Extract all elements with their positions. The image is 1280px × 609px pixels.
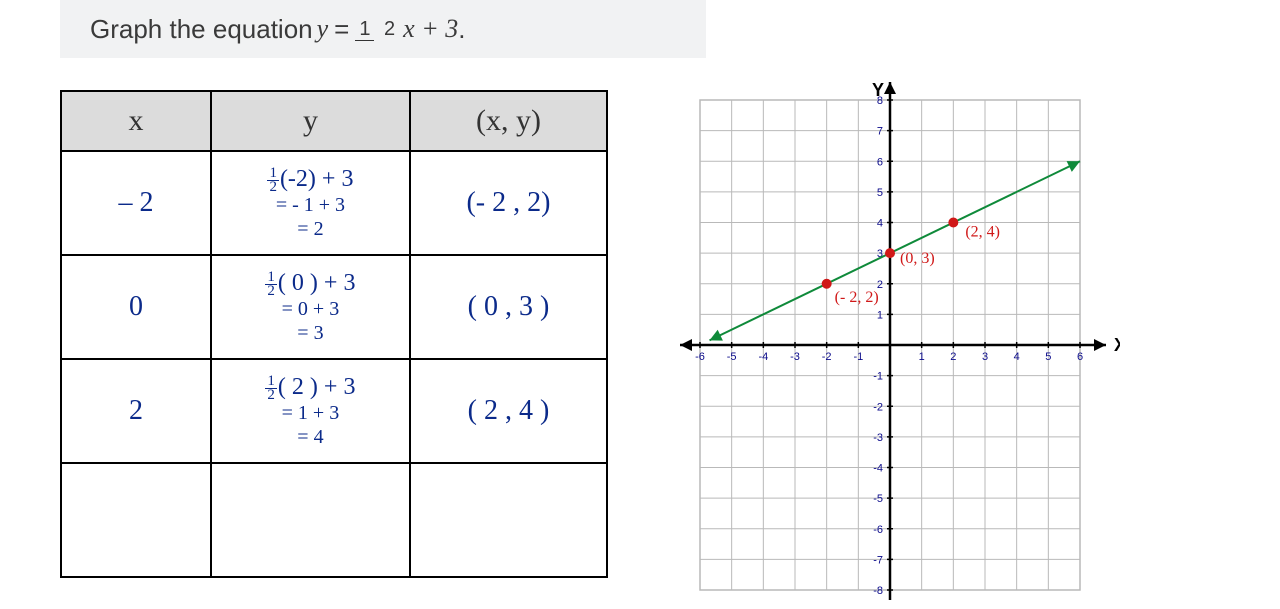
empty-cell [211,463,410,577]
svg-text:-4: -4 [873,463,883,475]
equals-sign: = [334,14,349,45]
svg-text:3: 3 [982,351,988,363]
svg-text:-5: -5 [873,493,883,505]
values-table: x y (x, y) – 212(-2) + 3= - 1 + 3= 2(- 2… [60,90,608,578]
fraction-half: 1 2 [355,19,399,39]
empty-cell [410,463,607,577]
svg-text:5: 5 [877,187,883,199]
svg-text:-2: -2 [873,401,883,413]
prompt-title: Graph the equation y = 1 2 x + 3 . [60,0,706,58]
svg-text:6: 6 [1077,351,1083,363]
equation-tail: x + 3 [403,14,458,44]
cell-y-work: 12( 2 ) + 3= 1 + 3= 4 [211,359,410,463]
cell-xy: ( 0 , 3 ) [410,255,607,359]
table-row-empty [61,463,607,577]
header-xy: (x, y) [410,91,607,151]
svg-text:-1: -1 [873,371,883,383]
svg-text:2: 2 [950,351,956,363]
cell-xy: ( 2 , 4 ) [410,359,607,463]
svg-text:7: 7 [877,126,883,138]
graph-svg: -6-5-4-3-2-1123456-8-7-6-5-4-3-2-1123456… [660,70,1120,604]
svg-text:(0, 3): (0, 3) [900,250,935,267]
cell-x: 2 [61,359,211,463]
empty-cell [61,463,211,577]
svg-text:6: 6 [877,156,883,168]
svg-text:-4: -4 [758,351,768,363]
svg-text:-6: -6 [695,351,705,363]
svg-text:4: 4 [1014,351,1020,363]
svg-text:-6: -6 [873,524,883,536]
svg-text:1: 1 [877,309,883,321]
equation-lhs: y [317,14,329,44]
fraction-numerator: 1 [355,18,374,41]
cell-y-work: 12(-2) + 3= - 1 + 3= 2 [211,151,410,255]
table-row: – 212(-2) + 3= - 1 + 3= 2(- 2 , 2) [61,151,607,255]
svg-text:Y: Y [872,80,884,100]
svg-text:-5: -5 [727,351,737,363]
svg-text:(2, 4): (2, 4) [965,224,1000,241]
table-row: 012( 0 ) + 3= 0 + 3= 3( 0 , 3 ) [61,255,607,359]
svg-text:-8: -8 [873,585,883,597]
fraction-denominator: 2 [380,18,399,40]
table-row: 212( 2 ) + 3= 1 + 3= 4( 2 , 4 ) [61,359,607,463]
cell-y-work: 12( 0 ) + 3= 0 + 3= 3 [211,255,410,359]
header-y: y [211,91,410,151]
svg-text:4: 4 [877,218,883,230]
svg-text:5: 5 [1045,351,1051,363]
svg-text:X: X [1114,335,1120,355]
svg-text:-3: -3 [873,432,883,444]
title-text: Graph the equation [90,14,313,45]
cell-xy: (- 2 , 2) [410,151,607,255]
svg-text:1: 1 [919,351,925,363]
svg-text:(- 2, 2): (- 2, 2) [835,289,879,306]
svg-text:-2: -2 [822,351,832,363]
equation-period: . [458,14,465,45]
cell-x: – 2 [61,151,211,255]
header-x: x [61,91,211,151]
svg-text:-1: -1 [853,351,863,363]
coordinate-graph: -6-5-4-3-2-1123456-8-7-6-5-4-3-2-1123456… [660,70,1120,604]
svg-text:-3: -3 [790,351,800,363]
cell-x: 0 [61,255,211,359]
svg-text:-7: -7 [873,554,883,566]
